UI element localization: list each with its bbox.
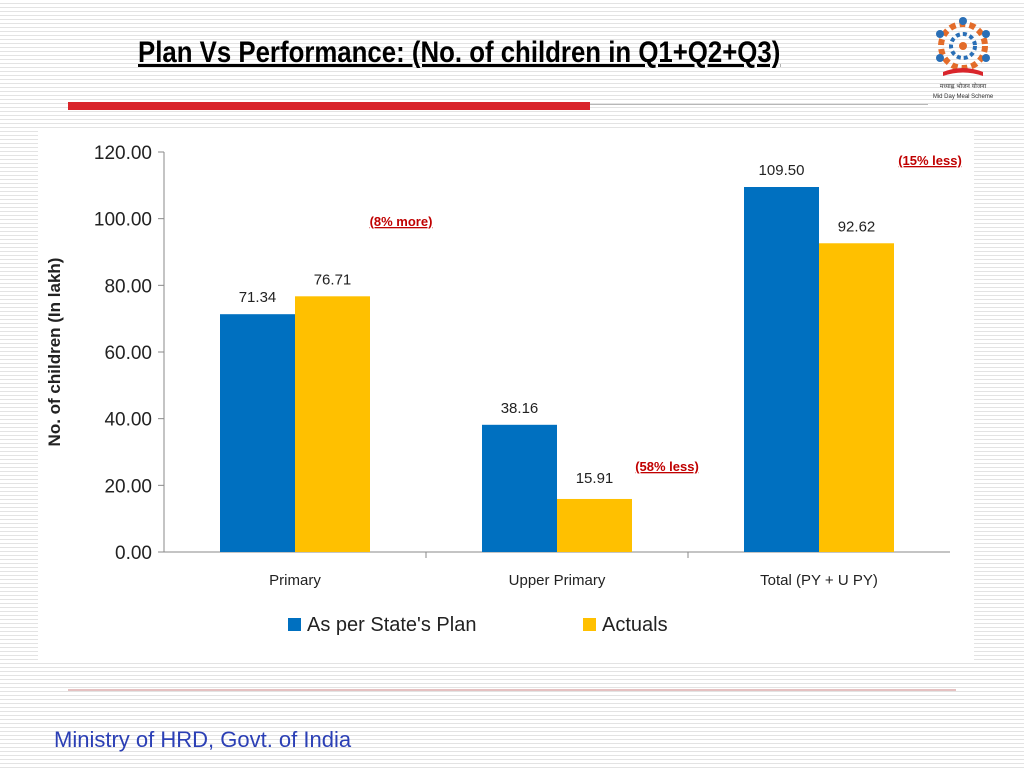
legend-label: Actuals: [602, 614, 668, 636]
data-label: 38.16: [501, 400, 539, 417]
logo-caption-en: Mid Day Meal Scheme: [933, 94, 994, 100]
y-tick-label: 80.00: [104, 276, 152, 297]
mid-day-meal-logo: मध्याह्न भोजन योजना Mid Day Meal Scheme: [933, 17, 994, 100]
y-tick-label: 40.00: [104, 410, 152, 431]
data-label: 109.50: [759, 162, 805, 179]
legend-swatch-plan: [288, 618, 301, 631]
bar-actuals: [557, 498, 632, 552]
data-label: 92.62: [838, 218, 876, 235]
data-label: 15.91: [576, 470, 614, 487]
y-tick-label: 100.00: [94, 210, 152, 231]
bar-plan: [744, 187, 819, 552]
x-tick-label: Upper Primary: [509, 572, 606, 589]
data-label: 71.34: [239, 289, 277, 306]
footer-text: Ministry of HRD, Govt. of India: [54, 727, 352, 752]
bar-plan: [220, 314, 295, 552]
x-tick-label: Total (PY + U PY): [760, 572, 878, 589]
footer-divider: [68, 689, 956, 691]
chart-panel: 0.00 20.00 40.00 60.00 80.00 100.00 120.00 No. …: [38, 130, 974, 660]
change-annotation: (58% less): [635, 459, 699, 474]
change-annotation: (15% less): [898, 153, 962, 168]
x-tick-label: Primary: [269, 572, 321, 589]
y-tick-label: 20.00: [104, 476, 152, 497]
bar-plan: [482, 424, 557, 552]
y-axis-label: No. of children (In lakh): [45, 258, 64, 447]
data-label: 76.71: [314, 271, 352, 288]
legend-label: As per State's Plan: [307, 614, 476, 636]
bar-actuals: [819, 243, 894, 552]
bar-chart: 0.00 20.00 40.00 60.00 80.00 100.00 120.00 No. …: [45, 143, 962, 636]
title-divider-line: [590, 104, 928, 105]
change-annotation: (8% more): [370, 214, 433, 229]
title-accent-bar: [68, 102, 590, 110]
y-tick-label: 60.00: [104, 343, 152, 364]
page-title: Plan Vs Performance: (No. of children in…: [138, 36, 781, 69]
bar-actuals: [295, 296, 370, 552]
y-tick-label: 120.00: [94, 143, 152, 164]
logo-caption: मध्याह्न भोजन योजना: [940, 82, 987, 90]
y-tick-label: 0.00: [115, 543, 152, 564]
logo-emblem-icon: [936, 17, 990, 76]
legend-swatch-actuals: [583, 618, 596, 631]
